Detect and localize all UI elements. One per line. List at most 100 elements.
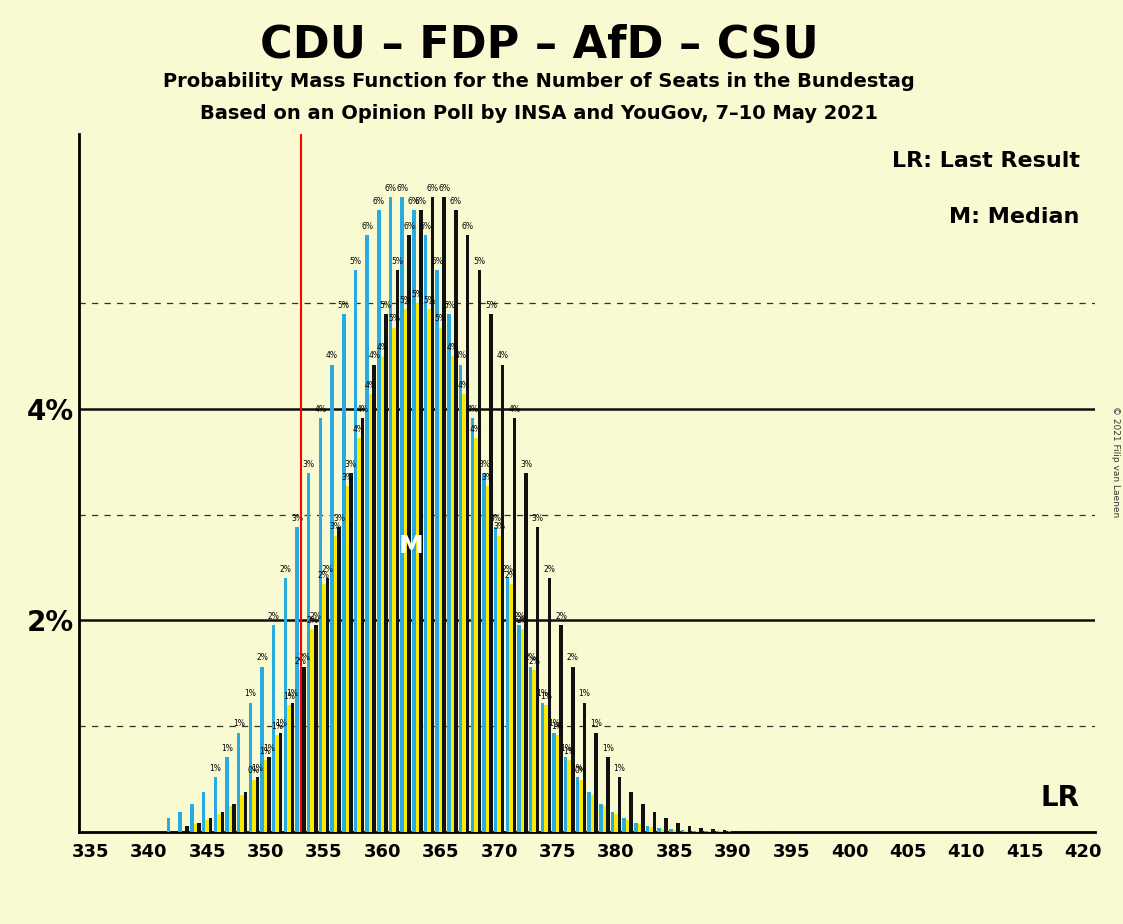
Text: 1%: 1% <box>252 763 263 772</box>
Bar <box>185 826 189 832</box>
Bar <box>661 829 665 832</box>
Text: 3%: 3% <box>490 514 502 523</box>
Bar <box>579 780 583 832</box>
Bar <box>264 760 267 832</box>
Bar <box>646 826 649 832</box>
Bar <box>360 419 364 832</box>
Bar <box>334 536 337 832</box>
Bar <box>594 733 597 832</box>
Bar <box>649 827 652 832</box>
Bar <box>626 821 629 832</box>
Text: LR: Last Result: LR: Last Result <box>892 152 1079 172</box>
Bar <box>401 198 404 832</box>
Text: 5%: 5% <box>485 301 497 310</box>
Text: 2%: 2% <box>318 570 330 579</box>
Bar <box>198 823 201 832</box>
Bar <box>442 198 446 832</box>
Bar <box>474 439 477 832</box>
Text: 2%: 2% <box>256 653 268 663</box>
Text: 1%: 1% <box>221 744 232 753</box>
Bar <box>463 395 466 832</box>
Bar <box>521 629 524 832</box>
Text: 5%: 5% <box>389 314 400 323</box>
Text: 4%: 4% <box>376 344 389 352</box>
Text: 2%: 2% <box>555 612 567 621</box>
Bar <box>226 757 229 832</box>
Text: Probability Mass Function for the Number of Seats in the Bundestag: Probability Mass Function for the Number… <box>163 72 915 91</box>
Bar <box>676 823 679 832</box>
Text: 5%: 5% <box>473 257 485 266</box>
Bar <box>244 792 247 832</box>
Text: 4%: 4% <box>365 381 376 390</box>
Text: 6%: 6% <box>362 222 373 231</box>
Bar <box>279 733 283 832</box>
Bar <box>529 667 532 832</box>
Text: 4%: 4% <box>314 406 327 414</box>
Bar <box>412 211 416 832</box>
Text: LR: LR <box>1041 784 1079 812</box>
Bar <box>622 819 626 832</box>
Bar <box>357 439 360 832</box>
Bar <box>665 819 668 832</box>
Text: 1%: 1% <box>275 720 286 728</box>
Text: 1%: 1% <box>540 692 551 701</box>
Text: 1%: 1% <box>564 747 575 756</box>
Text: 3%: 3% <box>493 522 505 531</box>
Text: 2%: 2% <box>280 565 291 574</box>
Bar <box>450 357 454 832</box>
Bar <box>587 792 591 832</box>
Bar <box>673 830 676 832</box>
Text: 4%: 4% <box>356 406 368 414</box>
Bar <box>583 702 586 832</box>
Bar <box>618 777 621 832</box>
Text: 1%: 1% <box>272 723 283 731</box>
Text: 1%: 1% <box>602 744 614 753</box>
Bar <box>509 584 512 832</box>
Text: 5%: 5% <box>380 301 392 310</box>
Text: 5%: 5% <box>338 301 349 310</box>
Text: 1%: 1% <box>537 689 548 699</box>
Bar <box>431 198 435 832</box>
Text: 1%: 1% <box>548 720 560 728</box>
Text: 4%: 4% <box>509 406 520 414</box>
Text: 6%: 6% <box>427 184 439 193</box>
Bar <box>179 812 182 832</box>
Text: 2%: 2% <box>321 565 334 574</box>
Bar <box>490 314 493 832</box>
Text: M: M <box>399 534 423 558</box>
Bar <box>684 831 687 832</box>
Text: 1%: 1% <box>232 720 245 728</box>
Text: 4%: 4% <box>368 351 381 360</box>
Bar <box>540 702 545 832</box>
Bar <box>501 365 504 832</box>
Bar <box>505 578 509 832</box>
Text: 1%: 1% <box>551 723 564 731</box>
Bar <box>167 819 171 832</box>
Bar <box>354 271 357 832</box>
Text: 5%: 5% <box>400 296 412 305</box>
Bar <box>343 314 346 832</box>
Text: 5%: 5% <box>431 257 444 266</box>
Bar <box>603 806 606 832</box>
Text: M: Median: M: Median <box>949 207 1079 227</box>
Bar <box>284 578 287 832</box>
Text: 2%: 2% <box>505 570 517 579</box>
Bar <box>459 365 463 832</box>
Text: 4%: 4% <box>458 381 471 390</box>
Bar <box>337 528 341 832</box>
Text: 6%: 6% <box>396 184 408 193</box>
Text: 5%: 5% <box>392 257 403 266</box>
Text: 2%: 2% <box>524 653 537 663</box>
Text: 1%: 1% <box>259 747 272 756</box>
Bar <box>466 235 469 832</box>
Bar <box>384 314 387 832</box>
Bar <box>486 486 490 832</box>
Bar <box>209 819 212 832</box>
Bar <box>497 536 501 832</box>
Bar <box>548 578 551 832</box>
Text: 3%: 3% <box>291 514 303 523</box>
Text: 1%: 1% <box>591 720 602 728</box>
Text: 2%: 2% <box>544 565 555 574</box>
Bar <box>423 235 428 832</box>
Bar <box>307 473 310 832</box>
